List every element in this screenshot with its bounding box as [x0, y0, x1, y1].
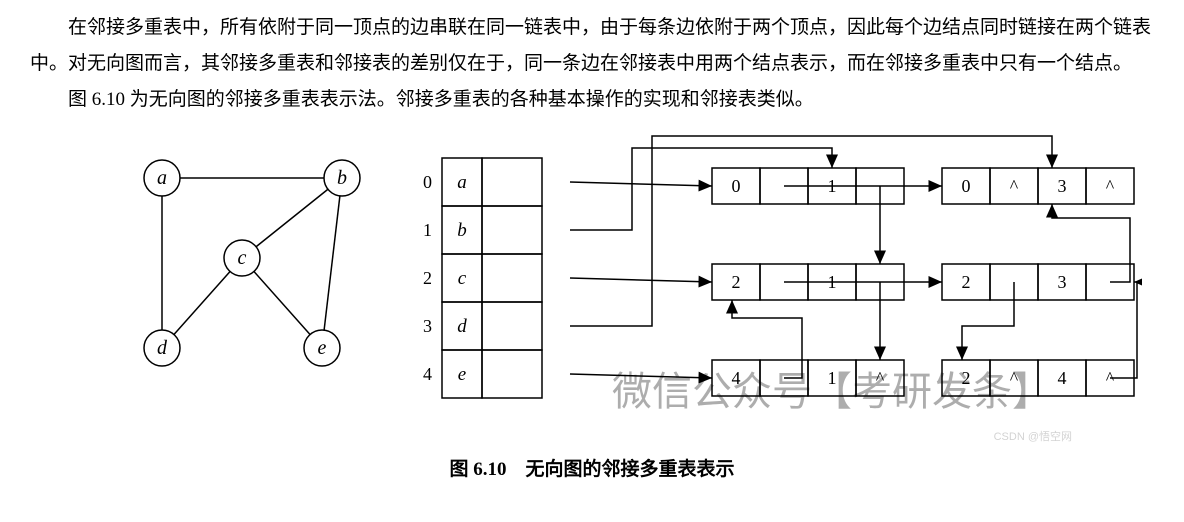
- svg-text:3: 3: [1058, 272, 1067, 292]
- figure-caption: 图 6.10 无向图的邻接多重表表示: [30, 452, 1154, 488]
- svg-text:0: 0: [423, 172, 432, 192]
- svg-text:c: c: [238, 247, 247, 269]
- svg-text:3: 3: [1058, 176, 1067, 196]
- svg-text:d: d: [157, 337, 168, 359]
- svg-text:2: 2: [732, 272, 741, 292]
- figure-svg: abcde0a1b2c3d4e010^3^212341^2^4^: [42, 118, 1142, 418]
- svg-text:a: a: [457, 172, 467, 193]
- svg-text:2: 2: [962, 272, 971, 292]
- svg-text:0: 0: [732, 176, 741, 196]
- svg-text:4: 4: [732, 368, 741, 388]
- svg-text:b: b: [337, 167, 347, 189]
- paragraph-1: 在邻接多重表中，所有依附于同一顶点的边串联在同一链表中，由于每条边依附于两个顶点…: [30, 10, 1154, 82]
- svg-text:^: ^: [1106, 176, 1115, 196]
- svg-text:e: e: [318, 337, 327, 359]
- svg-text:c: c: [458, 268, 467, 289]
- svg-text:0: 0: [962, 176, 971, 196]
- svg-text:^: ^: [1010, 368, 1019, 388]
- svg-text:4: 4: [423, 364, 432, 384]
- svg-text:3: 3: [423, 316, 432, 336]
- svg-text:2: 2: [962, 368, 971, 388]
- figure-6-10: abcde0a1b2c3d4e010^3^212341^2^4^ 微信公众号【考…: [42, 118, 1142, 448]
- svg-text:b: b: [457, 220, 467, 241]
- watermark-csdn: CSDN @悟空网: [994, 427, 1072, 448]
- svg-text:4: 4: [1058, 368, 1067, 388]
- svg-text:1: 1: [828, 368, 837, 388]
- paragraph-2: 图 6.10 为无向图的邻接多重表表示法。邻接多重表的各种基本操作的实现和邻接表…: [30, 82, 1154, 118]
- svg-text:e: e: [458, 364, 466, 385]
- svg-text:^: ^: [876, 368, 885, 388]
- svg-text:^: ^: [1010, 176, 1019, 196]
- svg-text:2: 2: [423, 268, 432, 288]
- svg-text:a: a: [157, 167, 167, 189]
- svg-text:d: d: [457, 316, 467, 337]
- svg-text:1: 1: [423, 220, 432, 240]
